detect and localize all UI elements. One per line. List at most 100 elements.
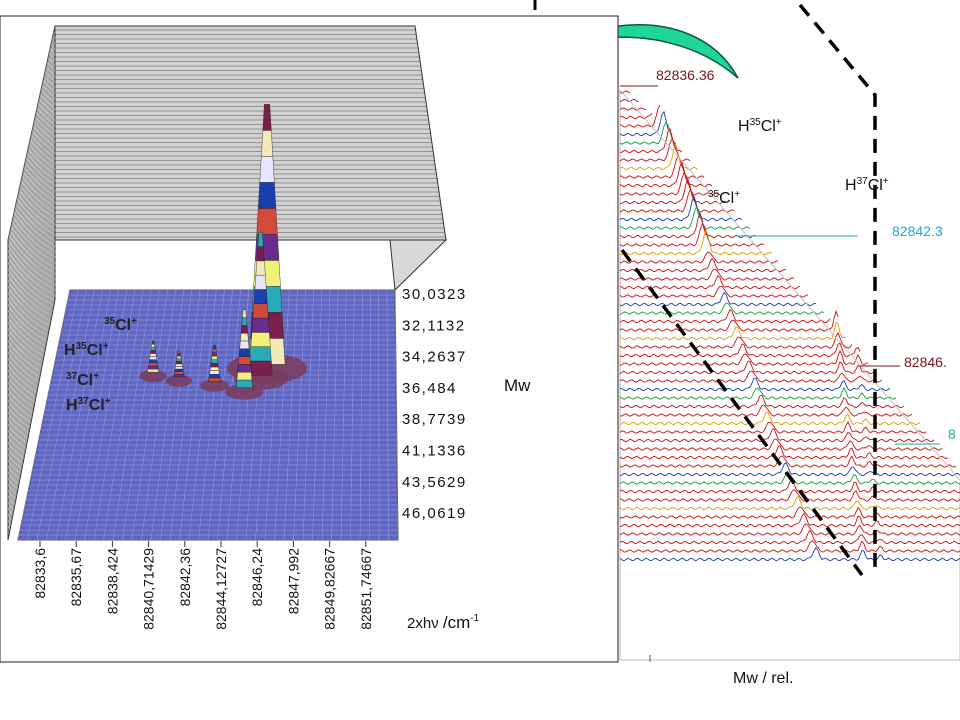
floor-gridlines [17,289,399,541]
spectrum-trace [619,445,949,460]
peak-band [242,309,247,318]
side-wall-line [7,102,56,325]
spectrum-trace [619,268,795,281]
peak-band [261,130,274,157]
spectrum-trace [619,546,960,562]
peak-band [237,364,252,373]
peak-band [147,365,159,370]
peak-band [239,340,250,349]
x-tick-label: 82833,6 [32,548,48,599]
spectrum-trace [619,98,639,103]
peak-band [175,361,183,365]
peak-band [256,208,278,235]
y-tick-labels: 30,0323 32,1132 34,2637 36,484 38,7739 41,133… [402,286,467,522]
floor-label-h37cl: H37Cl+ [66,396,111,414]
spectrum-trace [619,251,778,264]
spectrum-trace [619,394,905,409]
peak-band [256,246,265,262]
spectrum-trace [619,489,960,502]
side-wall-line [7,42,56,259]
spectrum-trace [619,495,960,511]
spectrum-trace [619,229,773,256]
spectrum-trace [619,512,960,528]
peak-band [210,363,219,368]
y-tick-label: 43,5629 [402,474,467,491]
spectrum-trace [619,195,743,222]
spectrum-trace [619,172,721,196]
peak-band [209,366,220,371]
surface-peaks [139,104,308,400]
side-wall-line [7,272,56,511]
side-wall-line [7,64,56,283]
spectrum-trace [619,285,809,298]
peak-band [211,355,218,360]
peak-band [236,371,253,381]
peak-band [262,104,272,131]
spectrum-trace [619,428,935,443]
side-wall-line [7,288,56,529]
peak-label-h35cl: H35Cl+ [738,117,782,135]
spectrum-trace [619,523,960,536]
side-wall-line [7,195,56,427]
side-wall-line [7,58,56,277]
peak-band [212,344,217,349]
y-tick-label: 38,7739 [402,411,467,428]
side-wall-line [7,179,56,409]
x-tick-label: 82846,24 [249,548,265,607]
side-wall-line [7,69,56,289]
spectrum-trace [619,478,960,494]
side-wall-line [7,162,56,391]
peak-label-35cl-right: 35Cl+ [708,189,740,207]
annot-82846: 82846. [904,354,947,370]
peak-band [238,356,251,365]
y-axis-label: Mw [504,376,531,395]
peak-band [211,352,218,357]
peak-label-h37cl: H37Cl+ [845,176,889,194]
right-spectra-panel: 82836.36 82842.3 82846. 8 H35Cl+ H37Cl+ … [533,0,960,687]
side-wall-line [7,245,56,481]
h37cl-dashed-guide [798,3,877,570]
side-wall-line [7,217,56,451]
side-wall-line [7,173,56,403]
spectrum-trace [619,349,869,366]
x-tick-label: 82840,71429 [141,548,157,630]
spectrum-trace [619,90,631,94]
peak-band [255,260,266,276]
peak-band [240,332,249,342]
side-wall-gridlines [7,25,56,535]
spectrum-trace [619,321,847,341]
peak-band [176,358,182,362]
peak-band [150,346,156,351]
peak-band [254,274,267,290]
spectrum-trace [619,404,913,417]
side-wall-line [7,283,56,523]
spectrum-trace [619,506,960,519]
floor-label-h35cl: H35Cl+ [64,341,109,359]
left-3d-surface-panel: 82833,6 82835,67 82838,424 82840,71429 82842… [0,15,619,663]
spectrum-trace [619,455,957,468]
peak-band [149,353,157,357]
peak-band [250,332,271,347]
peak-band [150,350,157,354]
x-tick-label: 82842,36 [177,548,193,607]
side-wall-line [7,261,56,499]
x-tick-label: 82851,74667 [358,548,374,630]
y-tick-label: 34,2637 [402,349,467,366]
spectrum-trace [619,360,875,375]
peak-band [257,232,264,247]
side-wall-line [7,239,56,475]
spectrum-trace [619,421,927,434]
peak-band [176,353,181,357]
spectrum-trace [619,223,765,247]
spectrum-trace [619,107,647,111]
peak-band [249,346,272,362]
peak-band [151,340,155,345]
spectra-background [619,88,960,661]
side-wall-line [7,151,56,379]
spectrum-trace [619,121,677,145]
side-wall-line [7,168,56,397]
side-wall-line [7,91,56,313]
spectrum-trace [619,309,831,324]
side-wall-line [7,223,56,457]
